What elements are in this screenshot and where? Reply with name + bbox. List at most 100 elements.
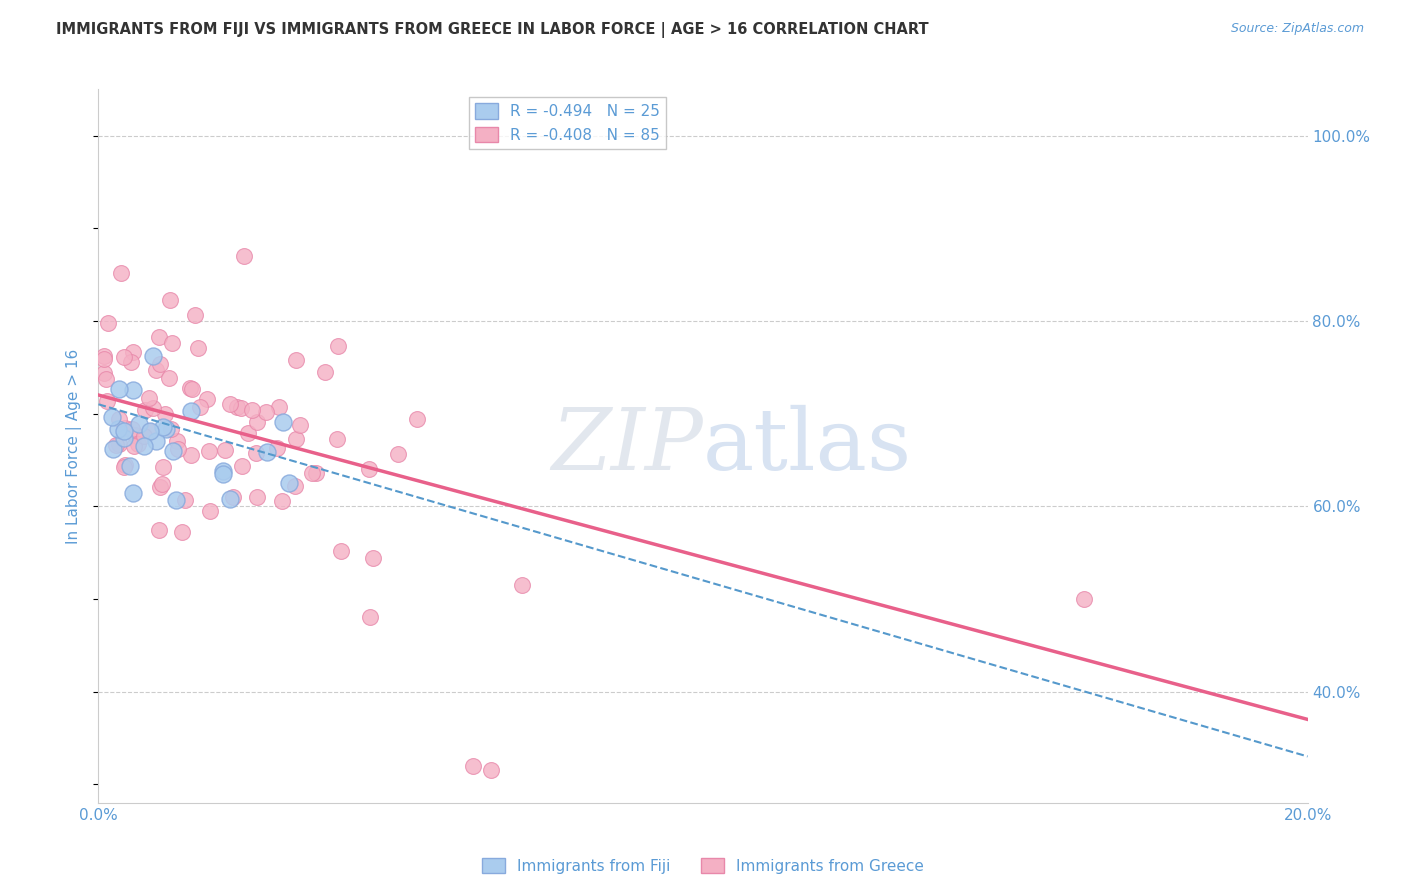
Point: [179, 380, 201, 394]
Point: [112, 424, 135, 438]
Point: [254, 405, 277, 419]
Point: [120, 355, 142, 369]
Point: [152, 459, 174, 474]
Point: [290, 418, 312, 433]
Point: [180, 404, 202, 418]
Point: [145, 363, 167, 377]
Point: [1073, 591, 1095, 606]
Point: [305, 466, 328, 480]
Point: [181, 382, 204, 396]
Point: [173, 492, 195, 507]
Point: [269, 400, 291, 414]
Text: atlas: atlas: [703, 404, 912, 488]
Point: [266, 441, 288, 455]
Point: [314, 365, 336, 379]
Point: [214, 442, 236, 457]
Text: Source: ZipAtlas.com: Source: ZipAtlas.com: [1230, 22, 1364, 36]
Point: [481, 764, 503, 778]
Text: ZIP: ZIP: [551, 405, 703, 487]
Point: [93, 351, 115, 366]
Point: [212, 464, 235, 478]
Point: [188, 400, 211, 414]
Point: [165, 492, 187, 507]
Point: [240, 403, 263, 417]
Point: [134, 403, 156, 417]
Point: [93, 367, 115, 381]
Point: [361, 551, 384, 566]
Point: [107, 422, 129, 436]
Point: [124, 428, 146, 442]
Point: [238, 425, 260, 440]
Point: [132, 439, 155, 453]
Point: [103, 442, 125, 456]
Point: [122, 383, 145, 397]
Point: [256, 445, 278, 459]
Point: [101, 409, 124, 424]
Point: [170, 524, 193, 539]
Point: [114, 458, 136, 472]
Point: [387, 447, 409, 461]
Point: [270, 494, 292, 508]
Point: [211, 467, 233, 481]
Point: [155, 422, 177, 436]
Point: [148, 329, 170, 343]
Point: [149, 357, 172, 371]
Point: [122, 486, 145, 500]
Legend: Immigrants from Fiji, Immigrants from Greece: Immigrants from Fiji, Immigrants from Gr…: [475, 852, 931, 880]
Point: [162, 336, 184, 351]
Point: [219, 492, 242, 507]
Point: [121, 421, 143, 435]
Point: [329, 544, 352, 558]
Point: [138, 391, 160, 405]
Point: [225, 400, 247, 414]
Legend: R = -0.494   N = 25, R = -0.408   N = 85: R = -0.494 N = 25, R = -0.408 N = 85: [468, 97, 666, 149]
Point: [222, 491, 245, 505]
Point: [245, 445, 267, 459]
Point: [93, 349, 115, 363]
Point: [112, 350, 135, 364]
Point: [326, 432, 349, 446]
Point: [155, 407, 177, 421]
Point: [110, 266, 132, 280]
Point: [112, 431, 135, 445]
Point: [167, 442, 190, 457]
Point: [142, 401, 165, 415]
Point: [139, 424, 162, 438]
Point: [145, 434, 167, 449]
Point: [406, 411, 429, 425]
Point: [96, 394, 118, 409]
Point: [198, 504, 221, 518]
Point: [180, 448, 202, 462]
Point: [284, 479, 307, 493]
Point: [97, 316, 120, 330]
Point: [360, 610, 382, 624]
Point: [328, 338, 350, 352]
Y-axis label: In Labor Force | Age > 16: In Labor Force | Age > 16: [66, 349, 83, 543]
Point: [271, 415, 294, 429]
Point: [124, 439, 146, 453]
Point: [232, 249, 254, 263]
Point: [118, 458, 141, 473]
Point: [246, 490, 269, 504]
Point: [127, 436, 149, 450]
Point: [94, 372, 117, 386]
Point: [160, 422, 183, 436]
Point: [121, 345, 143, 359]
Point: [219, 397, 242, 411]
Point: [510, 578, 533, 592]
Point: [108, 383, 131, 397]
Point: [463, 758, 485, 772]
Point: [162, 444, 184, 458]
Point: [359, 462, 381, 476]
Point: [285, 433, 308, 447]
Point: [159, 293, 181, 308]
Point: [114, 420, 136, 434]
Point: [150, 477, 173, 491]
Point: [104, 438, 127, 452]
Point: [149, 480, 172, 494]
Point: [187, 341, 209, 355]
Point: [231, 458, 253, 473]
Point: [138, 424, 160, 438]
Point: [134, 429, 156, 443]
Point: [246, 415, 269, 429]
